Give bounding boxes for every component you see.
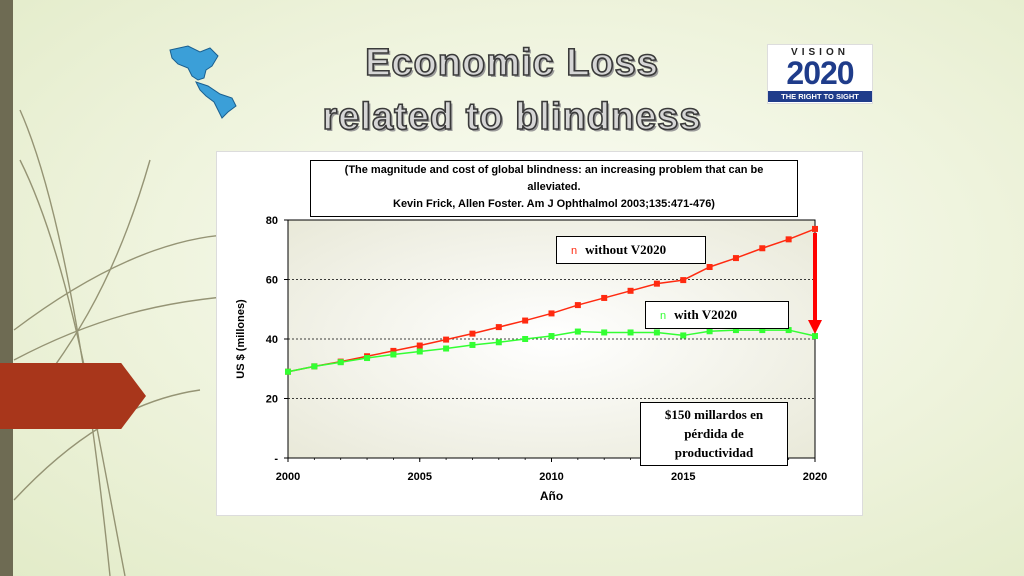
series-point-0 [443, 336, 450, 343]
x-tick-label: 2020 [803, 471, 827, 483]
series-point-1 [443, 345, 450, 352]
americas-map-icon [169, 45, 237, 119]
y-tick-label: - [274, 453, 278, 465]
y-tick-label: 40 [266, 334, 278, 346]
series-point-1 [680, 332, 687, 339]
series-point-0 [627, 287, 634, 294]
series-point-1 [574, 328, 581, 335]
series-point-1 [311, 363, 318, 370]
y-axis-label: US $ (millones) [235, 299, 247, 379]
series-point-1 [285, 368, 291, 375]
series-layer [285, 225, 818, 375]
legend-marker-red: n [571, 245, 578, 257]
logo-vision-text: VISION [791, 47, 849, 58]
left-accent-bar [0, 0, 13, 576]
series-point-1 [706, 328, 713, 335]
arrow-head [808, 320, 822, 335]
series-point-0 [680, 277, 687, 284]
series-point-0 [416, 342, 423, 349]
legend-without-v2020: n without V2020 [556, 236, 706, 264]
series-point-0 [785, 236, 792, 243]
productivity-loss-note: $150 millardos en pérdida de productivid… [640, 402, 788, 466]
note-line1: $150 millardos en [664, 407, 764, 422]
series-point-1 [337, 359, 344, 366]
series-point-0 [548, 310, 555, 317]
series-point-1 [548, 333, 555, 340]
series-point-1 [469, 341, 476, 348]
slide-title-line1: Economic Loss [364, 41, 659, 85]
series-point-0 [759, 245, 766, 252]
series-point-1 [522, 336, 529, 342]
y-tick-label: 20 [266, 394, 278, 406]
legend-label-without: without V2020 [585, 242, 667, 257]
legend-label-with: with V2020 [674, 307, 738, 322]
series-point-1 [785, 327, 792, 334]
citation-line3: Kevin Frick, Allen Foster. Am J Ophthalm… [393, 198, 715, 210]
series-point-0 [601, 294, 608, 301]
series-point-0 [653, 280, 660, 287]
x-axis-label: Año [540, 489, 563, 503]
y-tick-label: 60 [266, 275, 278, 287]
note-line3: productividad [674, 445, 754, 460]
logo-2020-text: 2020 [786, 55, 854, 91]
series-point-0 [574, 302, 581, 309]
series-point-0 [812, 225, 818, 232]
axes: - 20 40 60 80 2000 2005 2010 2015 2020 [266, 215, 827, 483]
slide-title-line2: related to blindness [322, 95, 702, 139]
x-tick-label: 2005 [408, 471, 432, 483]
legend-marker-green: n [660, 310, 667, 322]
series-point-0 [732, 255, 739, 262]
series-point-1 [627, 329, 634, 336]
series-point-1 [732, 327, 739, 334]
citation-box: (The magnitude and cost of global blindn… [310, 160, 798, 217]
reduction-arrow [808, 232, 822, 335]
series-point-1 [495, 339, 502, 346]
x-tick-label: 2000 [276, 471, 300, 483]
logo-tagline: THE RIGHT TO SIGHT [768, 91, 872, 102]
note-line2: pérdida de [684, 426, 744, 441]
series-point-1 [416, 348, 423, 355]
series-point-1 [653, 329, 660, 336]
series-point-0 [390, 347, 397, 354]
x-tick-label: 2010 [539, 471, 563, 483]
legend-with-v2020: n with V2020 [645, 301, 789, 329]
series-point-0 [706, 264, 713, 271]
series-point-1 [759, 327, 766, 334]
vision2020-logo: VISION 2020 THE RIGHT TO SIGHT [767, 44, 873, 104]
series-point-0 [495, 324, 502, 331]
citation-line1: (The magnitude and cost of global blindn… [344, 164, 764, 176]
y-tick-label: 80 [266, 215, 278, 227]
series-point-1 [390, 351, 397, 358]
series-point-1 [601, 329, 608, 336]
citation-line2: alleviated. [527, 181, 581, 193]
series-point-1 [812, 333, 818, 340]
series-point-0 [469, 330, 476, 337]
series-point-1 [364, 355, 371, 362]
series-point-0 [522, 317, 529, 324]
red-arrow-tab [0, 363, 146, 429]
x-tick-label: 2015 [671, 471, 695, 483]
